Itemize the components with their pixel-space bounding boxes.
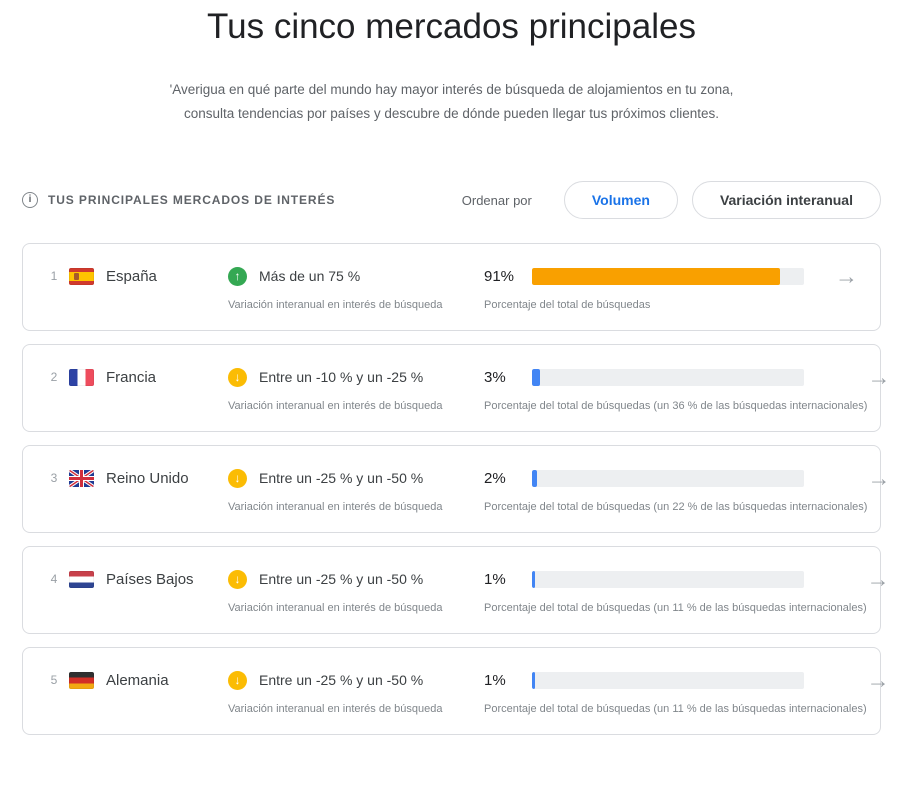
country-name: Alemania [106,671,169,689]
variation-label: Entre un -10 % y un -25 % [259,369,424,385]
variation-label: Más de un 75 % [259,268,361,284]
variation-sublabel: Variación interanual en interés de búsqu… [228,299,443,311]
variation-line: ↓ Entre un -10 % y un -25 % [228,367,484,387]
country-flag [69,571,94,588]
market-rank: 2 [50,370,58,384]
volume-line: 1% [484,670,867,690]
volume-bar-track [532,671,804,689]
markets-list: 1 España ↑ Más de un 75 % Variación inte… [22,243,890,735]
country-name: Países Bajos [106,570,194,588]
trend-down-icon: ↓ [228,569,247,589]
volume-bar-track [532,267,804,285]
section-header: i TUS PRINCIPALES MERCADOS DE INTERÉS [22,192,335,208]
trend-up-icon: ↑ [228,266,247,286]
page: Tus cinco mercados principales 'Averigua… [0,6,903,735]
trend-down-icon: ↓ [228,367,247,387]
toolbar: i TUS PRINCIPALES MERCADOS DE INTERÉS Or… [22,180,881,220]
variation-sublabel: Variación interanual en interés de búsqu… [228,703,443,715]
volume-bar-fill [532,671,535,689]
volume-column: 91% Porcentaje del total de búsquedas [484,266,835,311]
volume-percent: 91% [484,267,515,285]
volume-line: 91% [484,266,835,286]
open-market-arrow-icon[interactable]: → [866,666,890,693]
info-icon[interactable]: i [22,192,38,208]
volume-bar-fill [532,469,538,487]
sort-volume-button[interactable]: Volumen [563,181,678,219]
page-description: 'Averigua en qué parte del mundo hay may… [169,82,734,121]
volume-sublabel: Porcentaje del total de búsquedas (un 11… [484,703,867,715]
sort-by-label: Ordenar por [461,192,532,208]
country-flag [69,369,94,386]
volume-column: 1% Porcentaje del total de búsquedas (un… [484,569,867,614]
market-rank: 4 [50,572,58,586]
country-name: Francia [106,368,157,386]
variation-sublabel: Variación interanual en interés de búsqu… [228,400,443,412]
market-rank: 5 [50,673,58,687]
variation-column: ↓ Entre un -10 % y un -25 % Variación in… [228,367,484,412]
market-row[interactable]: 2 Francia ↓ Entre un -10 % y un -25 % Va… [22,344,890,432]
uk-flag-icon [69,470,94,487]
volume-bar-fill [532,570,535,588]
market-row[interactable]: 5 Alemania ↓ Entre un -25 % y un -50 % V… [22,647,890,735]
open-market-arrow-icon[interactable]: → [866,565,890,592]
variation-line: ↓ Entre un -25 % y un -50 % [228,468,484,488]
volume-percent: 2% [484,469,506,487]
sort-variation-button[interactable]: Variación interanual [691,181,881,219]
market-rank: 3 [50,471,58,485]
volume-bar-track [532,570,804,588]
volume-sublabel: Porcentaje del total de búsquedas (un 22… [484,501,868,513]
trend-down-icon: ↓ [228,468,247,488]
volume-sublabel: Porcentaje del total de búsquedas (un 11… [484,602,867,614]
volume-line: 3% [484,367,867,387]
variation-column: ↓ Entre un -25 % y un -50 % Variación in… [228,468,484,513]
market-rank: 1 [50,269,58,283]
variation-column: ↑ Más de un 75 % Variación interanual en… [228,266,484,311]
country-name: España [106,267,157,285]
volume-bar-fill [532,267,780,285]
open-market-arrow-icon[interactable]: → [867,464,891,491]
variation-line: ↓ Entre un -25 % y un -50 % [228,670,484,690]
variation-column: ↓ Entre un -25 % y un -50 % Variación in… [228,569,484,614]
volume-column: 2% Porcentaje del total de búsquedas (un… [484,468,867,513]
volume-line: 2% [484,468,867,488]
market-row[interactable]: 4 Países Bajos ↓ Entre un -25 % y un -50… [22,546,890,634]
section-label: TUS PRINCIPALES MERCADOS DE INTERÉS [48,193,336,207]
volume-column: 3% Porcentaje del total de búsquedas (un… [484,367,867,412]
variation-sublabel: Variación interanual en interés de búsqu… [228,602,443,614]
country-flag [69,672,94,689]
volume-percent: 1% [484,671,506,689]
volume-bar-fill [532,368,541,386]
variation-label: Entre un -25 % y un -50 % [259,470,424,486]
volume-sublabel: Porcentaje del total de búsquedas [484,299,651,311]
sort-controls: Ordenar por Volumen Variación interanual [462,181,881,219]
open-market-arrow-icon[interactable]: → [867,363,891,390]
volume-column: 1% Porcentaje del total de búsquedas (un… [484,670,867,715]
volume-percent: 3% [484,368,506,386]
open-market-arrow-icon[interactable]: → [835,262,858,289]
volume-bar-track [532,368,804,386]
volume-percent: 1% [484,570,506,588]
volume-line: 1% [484,569,867,589]
page-title: Tus cinco mercados principales [207,7,696,46]
variation-line: ↑ Más de un 75 % [228,266,484,286]
country-flag [69,470,94,487]
trend-down-icon: ↓ [228,670,247,690]
market-row[interactable]: 3 Reino Unido ↓ Entre un -25 % y un -50 … [22,445,890,533]
variation-column: ↓ Entre un -25 % y un -50 % Variación in… [228,670,484,715]
country-flag [69,268,94,285]
variation-label: Entre un -25 % y un -50 % [259,571,424,587]
volume-sublabel: Porcentaje del total de búsquedas (un 36… [484,400,868,412]
market-row[interactable]: 1 España ↑ Más de un 75 % Variación inte… [22,243,881,331]
variation-line: ↓ Entre un -25 % y un -50 % [228,569,484,589]
volume-bar-track [532,469,804,487]
variation-label: Entre un -25 % y un -50 % [259,672,424,688]
country-name: Reino Unido [106,469,189,487]
variation-sublabel: Variación interanual en interés de búsqu… [228,501,443,513]
